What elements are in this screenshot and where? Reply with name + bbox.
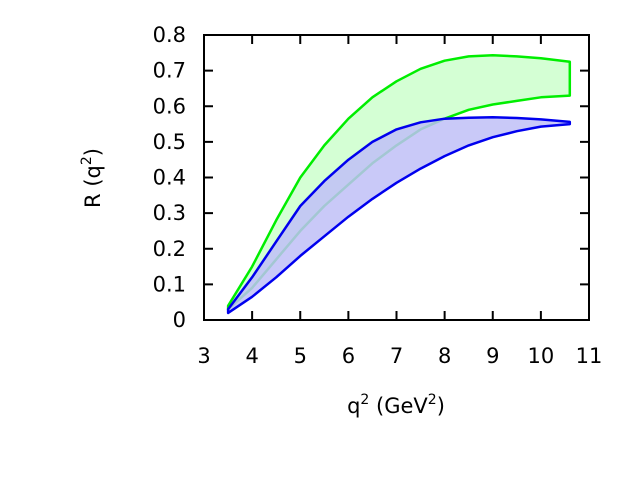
- bands-layer: [226, 54, 572, 315]
- x-tick-label-7: 7: [390, 344, 403, 368]
- y-tick-label-0.1: 0.1: [153, 272, 186, 296]
- x-tick-label-8: 8: [438, 344, 451, 368]
- y-tick-label-0.2: 0.2: [153, 237, 186, 261]
- ticks-layer: 3 4 5 6 7 8 9 10 11 0 0.1 0.2 0.3 0.4 0.5 0.6 0.7 0.8: [153, 23, 603, 368]
- x-tick-label-9: 9: [486, 344, 499, 368]
- y-axis-label: R (q2): [79, 148, 105, 208]
- y-tick-label-0.5: 0.5: [153, 130, 186, 154]
- y-tick-label-0.8: 0.8: [153, 23, 186, 47]
- y-tick-label-0.4: 0.4: [153, 166, 186, 190]
- y-axis-label-sup: 2: [79, 156, 95, 165]
- x-axis-label-sup: 2: [360, 392, 369, 408]
- x-tick-label-5: 5: [294, 344, 307, 368]
- band-1-fill: [228, 117, 570, 313]
- x-tick-label-3: 3: [197, 344, 210, 368]
- x-axis-label-mid: (GeV: [369, 394, 428, 418]
- x-axis-label-end: ): [437, 394, 445, 418]
- y-tick-label-0: 0: [173, 308, 186, 332]
- y-axis-label-base: R (q: [81, 165, 105, 208]
- band-1-outline: [226, 116, 572, 315]
- x-tick-label-4: 4: [245, 344, 258, 368]
- x-tick-label-11: 11: [576, 344, 603, 368]
- x-tick-label-10: 10: [528, 344, 555, 368]
- x-axis-label-base: q: [347, 394, 360, 418]
- y-axis-label-end: ): [81, 148, 105, 156]
- x-axis-label: q2 (GeV2): [347, 392, 445, 418]
- y-tick-label-0.3: 0.3: [153, 201, 186, 225]
- band-0-fill: [228, 55, 570, 310]
- y-tick-label-0.6: 0.6: [153, 94, 186, 118]
- x-tick-label-6: 6: [342, 344, 355, 368]
- y-tick-label-0.7: 0.7: [153, 59, 186, 83]
- x-axis-label-unit-sup: 2: [428, 392, 437, 408]
